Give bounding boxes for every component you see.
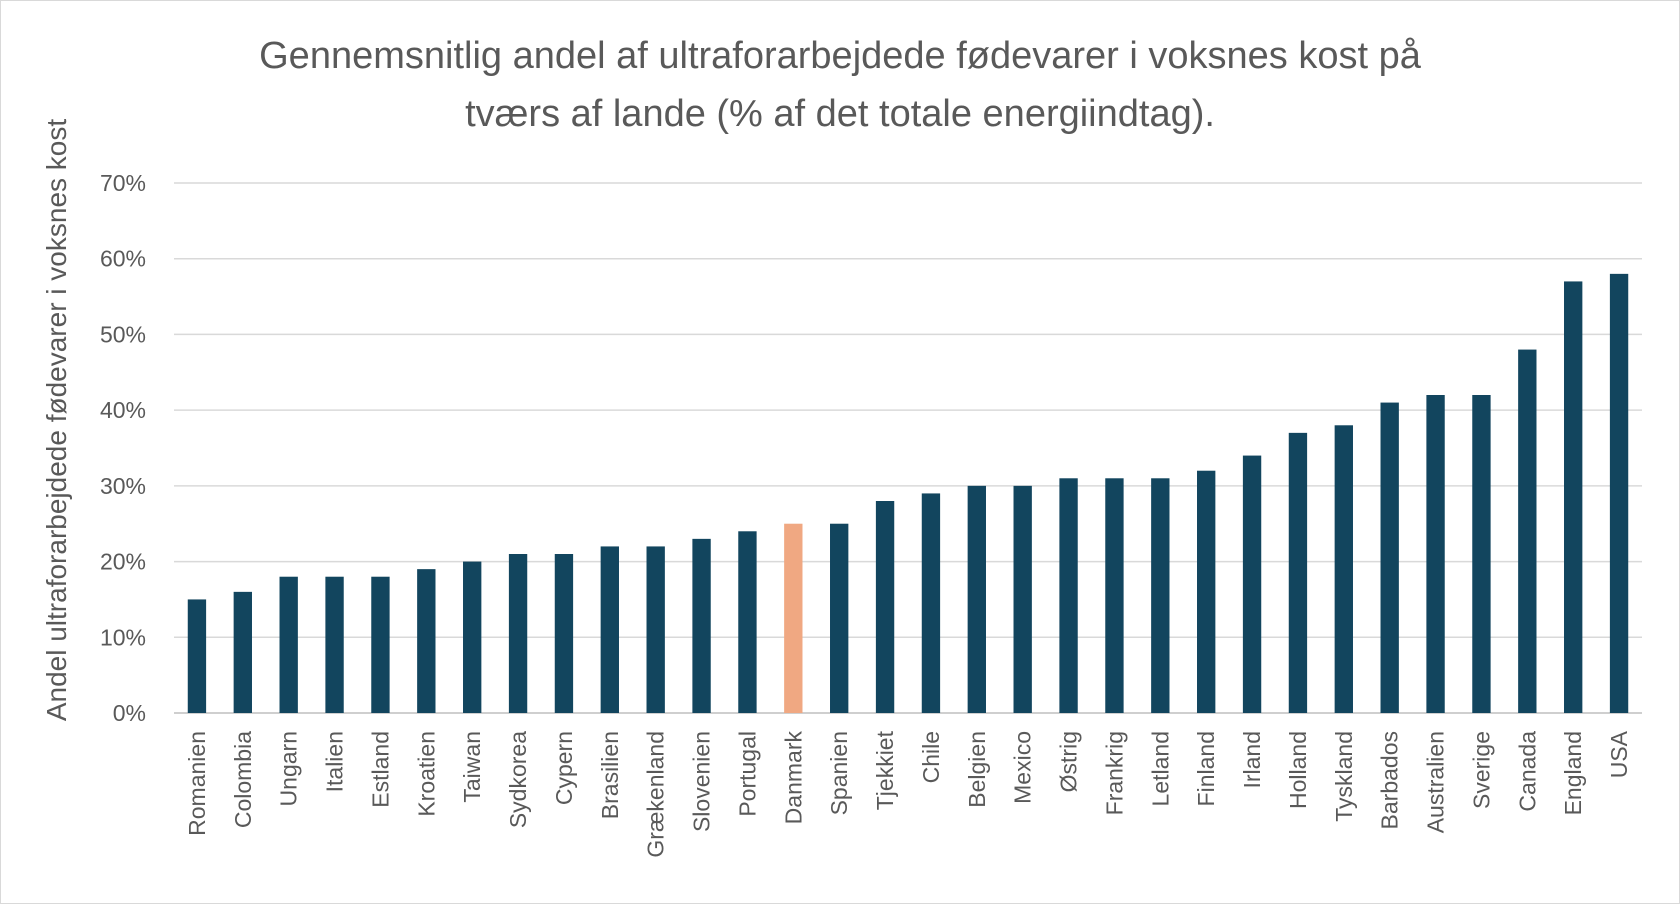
bar-usa	[1609, 273, 1629, 713]
x-category-label: Danmark	[780, 731, 806, 825]
x-category-label: Brasilien	[597, 731, 623, 819]
bar-spanien	[830, 523, 849, 713]
x-category-label: Tjekkiet	[872, 730, 898, 810]
x-category-label: Australien	[1423, 731, 1449, 833]
bar-estland	[371, 576, 390, 713]
x-category-label: Kroatien	[413, 731, 439, 817]
bar-sydkorea	[508, 554, 528, 713]
x-category-label: Østrig	[1056, 731, 1082, 792]
bar-letland	[1151, 478, 1170, 713]
gridlines	[174, 182, 1642, 714]
x-category-label: USA	[1606, 730, 1632, 778]
x-category-label: Mexico	[1010, 731, 1036, 804]
chart-title-line-1: Gennemsnitlig andel af ultraforarbejdede…	[259, 35, 1422, 77]
x-category-label: Cypern	[551, 731, 577, 805]
bar-tyskland	[1334, 425, 1353, 713]
bar-colombia	[233, 591, 252, 713]
x-category-label: England	[1560, 731, 1586, 815]
x-category-label: Barbados	[1377, 731, 1403, 829]
bar-canada	[1518, 349, 1537, 713]
bar-finland	[1197, 470, 1216, 713]
bar-slovenien	[692, 538, 711, 713]
bar-england	[1564, 281, 1583, 713]
y-tick-label: 0%	[113, 700, 146, 726]
x-category-label: Sverige	[1468, 731, 1494, 809]
bar-brasilien	[600, 546, 619, 713]
x-category-label: Portugal	[734, 731, 760, 817]
x-category-label: Tyskland	[1331, 731, 1357, 822]
x-category-label: Letland	[1147, 731, 1173, 806]
x-category-label: Chile	[918, 731, 944, 783]
bar-cypern	[554, 554, 574, 713]
x-category-label: Estland	[367, 731, 393, 808]
y-axis-title: Andel ultraforarbejdede fødevarer i voks…	[41, 119, 72, 722]
x-category-label: Frankrig	[1101, 731, 1127, 815]
bar-ungarn	[279, 576, 298, 713]
y-tick-label: 10%	[100, 624, 146, 650]
x-category-label: Slovenien	[689, 731, 715, 832]
bar-barbados	[1380, 402, 1399, 713]
bar-italien	[325, 576, 344, 713]
x-category-label: Romanien	[184, 731, 210, 836]
y-tick-label: 70%	[100, 170, 146, 196]
bar-østrig	[1059, 478, 1078, 713]
y-tick-label: 40%	[100, 397, 146, 423]
x-category-label: Grækenland	[643, 731, 669, 858]
y-tick-label: 50%	[100, 321, 146, 347]
x-category-label: Belgien	[964, 731, 990, 808]
x-category-label: Spanien	[826, 731, 852, 815]
bar-frankrig	[1105, 478, 1124, 713]
bar-belgien	[967, 485, 986, 713]
bar-mexico	[1013, 485, 1032, 713]
x-category-label: Colombia	[230, 731, 256, 828]
bar-irland	[1242, 455, 1262, 713]
y-tick-label: 20%	[100, 549, 146, 575]
x-axis-categories: Romanien Colombia Ungarn Italien Estland Kroa…	[184, 730, 1632, 857]
bar-kroatien	[417, 569, 436, 713]
x-category-label: Canada	[1514, 731, 1540, 812]
bar-australien	[1426, 395, 1445, 713]
bar-holland	[1288, 432, 1308, 713]
x-category-label: Finland	[1193, 731, 1219, 806]
bar-sverige	[1472, 395, 1491, 713]
bar-portugal	[738, 531, 757, 713]
x-category-label: Ungarn	[276, 731, 302, 806]
x-category-label: Holland	[1285, 731, 1311, 809]
chart-title-line-2: tværs af lande (% af det totale energiin…	[465, 93, 1215, 135]
x-category-label: Sydkorea	[505, 731, 531, 828]
y-tick-label: 30%	[100, 473, 146, 499]
bar-romanien	[187, 599, 207, 713]
bar-tjekkiet	[875, 501, 895, 713]
bar-chile	[921, 493, 941, 713]
y-axis-ticks: 0% 10% 20% 30% 40% 50% 60% 70%	[100, 170, 146, 726]
x-category-label: Irland	[1239, 731, 1265, 789]
bar-taiwan	[463, 561, 482, 713]
y-tick-label: 60%	[100, 246, 146, 272]
bar-grækenland	[646, 546, 665, 713]
bar-danmark	[784, 523, 803, 713]
x-category-label: Italien	[322, 731, 348, 792]
x-category-label: Taiwan	[459, 731, 485, 803]
bars	[187, 273, 1629, 713]
